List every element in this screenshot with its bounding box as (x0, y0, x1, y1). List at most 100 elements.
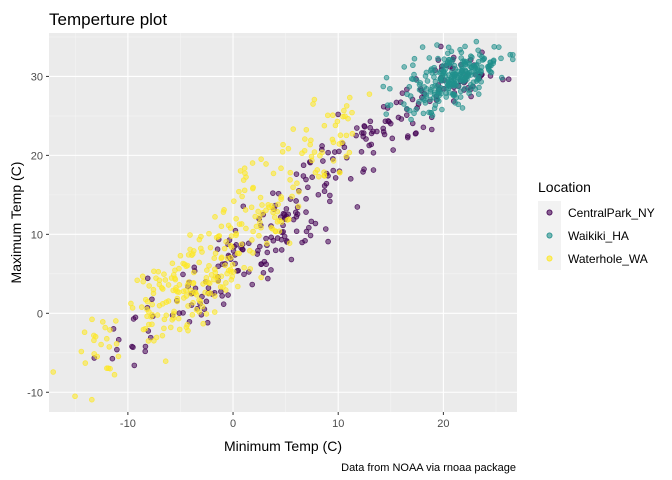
data-point (170, 272, 177, 278)
data-point (256, 232, 262, 239)
data-point (452, 66, 459, 72)
data-point (212, 214, 218, 220)
data-point (303, 196, 309, 202)
data-point (315, 191, 322, 198)
data-point (259, 202, 265, 208)
data-point (434, 83, 441, 90)
data-point (299, 239, 305, 246)
data-point (383, 74, 390, 81)
legend-label-CentralPark_NY: CentralPark_NY (568, 206, 655, 220)
data-point (144, 275, 151, 282)
data-point (324, 112, 331, 119)
data-point (260, 269, 267, 276)
data-point (271, 214, 278, 221)
data-point (258, 224, 264, 231)
data-point (149, 296, 155, 303)
data-point (280, 141, 286, 148)
data-point (441, 70, 448, 76)
legend: Location CentralPark_NY Waikiki_HA Waterho… (538, 179, 655, 270)
data-point (129, 343, 135, 350)
data-point (207, 244, 214, 251)
data-point (227, 225, 234, 231)
data-point (429, 84, 436, 90)
data-point (218, 288, 224, 295)
data-point (165, 282, 172, 288)
data-point (264, 240, 270, 247)
data-point (156, 281, 163, 288)
data-point (416, 81, 423, 88)
data-point (91, 337, 97, 344)
data-point (323, 180, 330, 187)
data-point (329, 136, 336, 143)
y-axis-title: Maximum Temp (C) (8, 162, 24, 284)
data-point (290, 184, 296, 191)
data-point (187, 232, 193, 238)
data-point (478, 64, 485, 70)
data-point (321, 122, 328, 129)
data-point (337, 132, 344, 139)
data-point (321, 188, 328, 195)
data-point (380, 125, 387, 132)
data-point (180, 271, 186, 278)
data-point (310, 101, 316, 107)
data-point (341, 144, 348, 151)
data-point (360, 130, 367, 136)
data-point (426, 109, 432, 116)
data-point (215, 278, 221, 285)
data-point (138, 304, 145, 310)
data-point (403, 112, 410, 118)
data-point (401, 101, 407, 107)
data-point (283, 206, 290, 212)
data-point (272, 247, 279, 254)
data-point (237, 168, 244, 174)
data-point (329, 112, 336, 119)
data-point (498, 74, 505, 81)
data-point (287, 177, 293, 183)
data-point (206, 230, 212, 237)
data-point (191, 269, 197, 276)
data-point (212, 250, 219, 257)
data-point (308, 153, 315, 160)
data-point (419, 44, 426, 50)
data-point (432, 69, 439, 76)
x-tick-label: -10 (120, 418, 136, 430)
data-point (161, 316, 168, 323)
data-point (303, 209, 309, 215)
x-tick-label: 20 (437, 418, 449, 430)
data-point (419, 88, 425, 95)
data-point (270, 190, 276, 196)
data-point (361, 166, 367, 172)
data-point (423, 86, 430, 92)
data-point (498, 55, 504, 62)
data-point (296, 189, 302, 195)
data-point (335, 111, 341, 118)
data-point (107, 327, 113, 333)
data-point (235, 283, 241, 290)
y-tick-label: 20 (31, 150, 43, 162)
data-point (176, 310, 183, 316)
data-point (404, 91, 410, 98)
data-point (279, 148, 286, 155)
data-point (250, 184, 256, 191)
data-point (220, 209, 227, 215)
data-point (332, 175, 339, 181)
data-point (253, 223, 260, 230)
data-point (169, 260, 176, 267)
data-point (341, 107, 347, 114)
data-point (491, 43, 498, 50)
data-point (411, 55, 418, 62)
data-point (468, 53, 474, 59)
data-point (171, 308, 177, 315)
x-tick-label: 10 (332, 418, 344, 430)
data-point (203, 275, 210, 281)
data-point (293, 228, 300, 235)
data-point (437, 70, 443, 76)
data-point (361, 123, 368, 129)
data-point (222, 262, 228, 269)
data-point (223, 239, 229, 245)
data-point (462, 61, 469, 68)
data-point (218, 254, 225, 261)
data-point (473, 62, 479, 69)
data-point (307, 141, 313, 148)
